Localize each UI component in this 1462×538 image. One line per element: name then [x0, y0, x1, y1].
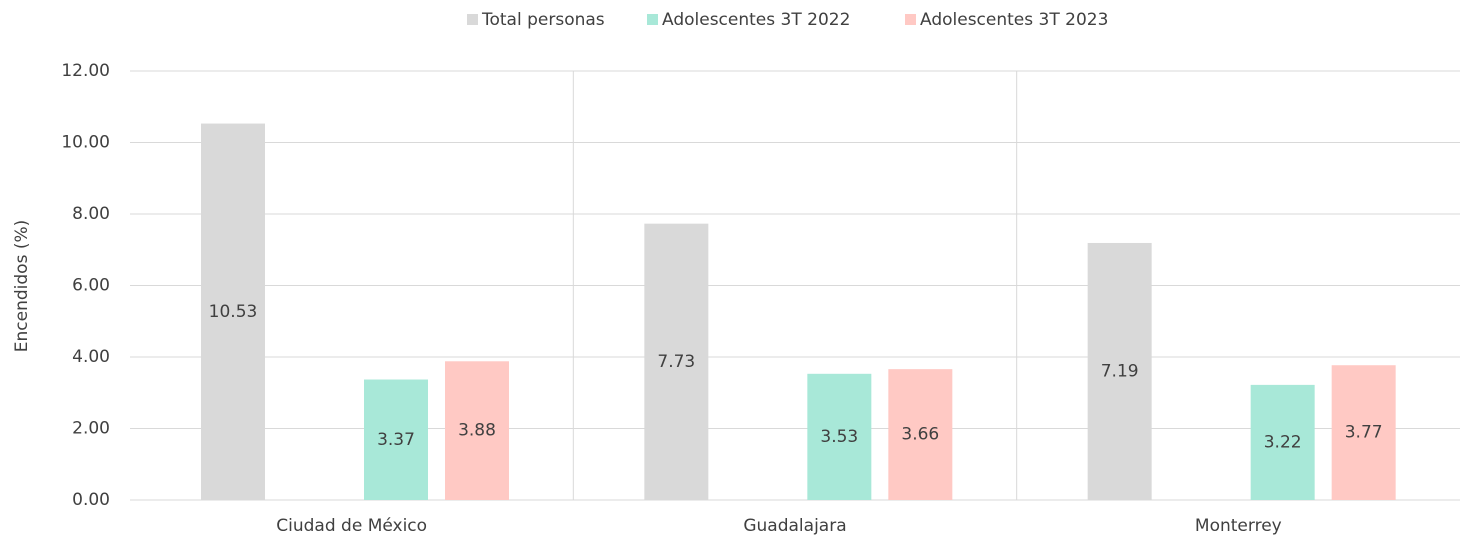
y-tick-label: 4.00 [72, 347, 110, 367]
x-tick-label: Ciudad de México [276, 516, 427, 536]
data-label: 3.88 [458, 421, 496, 441]
legend-label: Total personas [481, 10, 605, 30]
bar [644, 223, 709, 500]
data-label: 3.66 [901, 425, 939, 445]
data-label: 3.37 [377, 430, 415, 450]
y-tick-label: 10.00 [61, 133, 110, 153]
bar [364, 379, 428, 500]
data-label: 10.53 [209, 302, 258, 322]
y-tick-label: 2.00 [72, 419, 110, 439]
x-tick-label: Monterrey [1195, 516, 1282, 536]
legend-swatch [905, 14, 916, 25]
y-tick-label: 0.00 [72, 490, 110, 510]
bar [201, 123, 265, 501]
data-label: 7.73 [657, 352, 695, 372]
bar [807, 373, 872, 500]
data-label: 7.19 [1101, 361, 1139, 381]
y-tick-label: 6.00 [72, 276, 110, 296]
data-label: 3.22 [1264, 432, 1302, 452]
legend-swatch [467, 14, 478, 25]
y-tick-label: 8.00 [72, 204, 110, 224]
x-tick-label: Guadalajara [743, 516, 846, 536]
data-label: 3.77 [1345, 423, 1383, 443]
bar [1087, 242, 1152, 500]
bar [1250, 384, 1315, 500]
legend-swatch [647, 14, 658, 25]
bar [445, 361, 509, 500]
y-axis-label: Encendidos (%) [12, 220, 32, 352]
legend-label: Adolescentes 3T 2022 [662, 10, 850, 30]
bar [1331, 365, 1396, 500]
data-label: 3.53 [820, 427, 858, 447]
bar [888, 369, 953, 500]
legend-label: Adolescentes 3T 2023 [920, 10, 1108, 30]
y-tick-label: 12.00 [61, 61, 110, 81]
